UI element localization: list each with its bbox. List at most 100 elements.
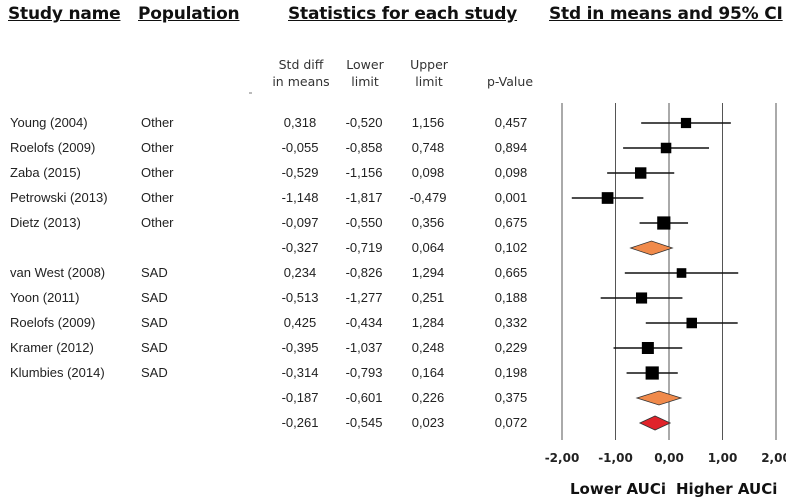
- upper-limit-cell: 1,284: [411, 315, 445, 330]
- upper-limit-cell: 0,251: [411, 290, 445, 305]
- divider-dot: [249, 92, 252, 94]
- p-value-cell: 0,375: [494, 390, 528, 405]
- population-cell: SAD: [141, 315, 168, 330]
- header-ci: Std in means and 95% CI: [549, 4, 783, 24]
- header-population: Population: [138, 4, 240, 24]
- col-upper-line1: Upper: [410, 57, 448, 72]
- estimate-marker: [601, 192, 614, 204]
- p-value-cell: 0,457: [494, 115, 528, 130]
- population-cell: Other: [141, 215, 174, 230]
- estimate-marker: [657, 216, 671, 230]
- upper-limit-cell: 1,294: [411, 265, 445, 280]
- std-diff-cell: -0,055: [281, 140, 319, 155]
- upper-limit-cell: 0,248: [411, 340, 445, 355]
- lower-limit-cell: -0,858: [345, 140, 383, 155]
- p-value-cell: 0,102: [494, 240, 528, 255]
- std-diff-cell: -0,529: [281, 165, 319, 180]
- estimate-marker: [636, 292, 648, 304]
- col-pvalue-line1: p-Value: [486, 74, 534, 89]
- lower-limit-cell: -0,520: [345, 115, 383, 130]
- summary-diamond: [638, 415, 672, 431]
- col-lower-line2: limit: [351, 74, 379, 89]
- std-diff-cell: -0,513: [281, 290, 319, 305]
- p-value-cell: 0,675: [494, 215, 528, 230]
- study-name-cell: Roelofs (2009): [10, 315, 96, 330]
- study-name-cell: Kramer (2012): [10, 340, 94, 355]
- lower-limit-cell: -1,817: [345, 190, 383, 205]
- lower-limit-cell: -0,826: [345, 265, 383, 280]
- col-lower: Lower limit: [339, 56, 391, 90]
- upper-limit-cell: 0,356: [411, 215, 445, 230]
- p-value-cell: 0,001: [494, 190, 528, 205]
- col-std-diff-line2: in means: [272, 74, 330, 89]
- std-diff-cell: 0,318: [283, 115, 317, 130]
- higher-aucI-label: Higher AUCi: [676, 480, 778, 498]
- population-cell: SAD: [141, 365, 168, 380]
- population-cell: Other: [141, 140, 174, 155]
- x-tick-label: 1,00: [708, 451, 738, 465]
- summary-diamond: [635, 390, 683, 406]
- estimate-marker: [680, 117, 692, 129]
- upper-limit-cell: 0,023: [411, 415, 445, 430]
- std-diff-cell: -0,327: [281, 240, 319, 255]
- std-diff-cell: -0,187: [281, 390, 319, 405]
- population-cell: Other: [141, 115, 174, 130]
- study-name-cell: Roelofs (2009): [10, 140, 96, 155]
- estimate-marker: [634, 167, 647, 179]
- header-study-name: Study name: [8, 4, 121, 24]
- std-diff-cell: -0,314: [281, 365, 319, 380]
- lower-limit-cell: -0,719: [345, 240, 383, 255]
- upper-limit-cell: 0,164: [411, 365, 445, 380]
- std-diff-cell: -0,097: [281, 215, 319, 230]
- p-value-cell: 0,198: [494, 365, 528, 380]
- upper-limit-cell: 0,226: [411, 390, 445, 405]
- summary-diamond: [629, 240, 674, 256]
- x-tick-label: -2,00: [545, 451, 580, 465]
- study-name-cell: Dietz (2013): [10, 215, 81, 230]
- lower-limit-cell: -0,601: [345, 390, 383, 405]
- p-value-cell: 0,665: [494, 265, 528, 280]
- x-tick-label: 0,00: [654, 451, 684, 465]
- population-cell: Other: [141, 165, 174, 180]
- population-cell: SAD: [141, 340, 168, 355]
- upper-limit-cell: 0,098: [411, 165, 445, 180]
- lower-limit-cell: -0,545: [345, 415, 383, 430]
- upper-limit-cell: 1,156: [411, 115, 445, 130]
- lower-limit-cell: -0,793: [345, 365, 383, 380]
- population-cell: SAD: [141, 265, 168, 280]
- header-statistics: Statistics for each study: [288, 4, 518, 24]
- upper-limit-cell: -0,479: [409, 190, 447, 205]
- lower-limit-cell: -1,156: [345, 165, 383, 180]
- lower-limit-cell: -1,037: [345, 340, 383, 355]
- upper-limit-cell: 0,748: [411, 140, 445, 155]
- col-std-diff: Std diff in means: [270, 56, 332, 90]
- p-value-cell: 0,894: [494, 140, 528, 155]
- lower-limit-cell: -0,550: [345, 215, 383, 230]
- x-tick-label: 2,00: [761, 451, 786, 465]
- study-name-cell: van West (2008): [10, 265, 106, 280]
- estimate-marker: [676, 268, 687, 278]
- col-lower-line1: Lower: [346, 57, 384, 72]
- p-value-cell: 0,229: [494, 340, 528, 355]
- std-diff-cell: -1,148: [281, 190, 319, 205]
- lower-limit-cell: -1,277: [345, 290, 383, 305]
- std-diff-cell: -0,395: [281, 340, 319, 355]
- std-diff-cell: -0,261: [281, 415, 319, 430]
- population-cell: SAD: [141, 290, 168, 305]
- estimate-marker: [641, 342, 654, 354]
- p-value-cell: 0,098: [494, 165, 528, 180]
- col-upper: Upper limit: [403, 56, 455, 90]
- study-name-cell: Yoon (2011): [10, 290, 80, 305]
- std-diff-cell: 0,425: [283, 315, 317, 330]
- p-value-cell: 0,072: [494, 415, 528, 430]
- upper-limit-cell: 0,064: [411, 240, 445, 255]
- col-upper-line2: limit: [415, 74, 443, 89]
- study-name-cell: Klumbies (2014): [10, 365, 105, 380]
- std-diff-cell: 0,234: [283, 265, 317, 280]
- col-std-diff-line1: Std diff: [278, 57, 324, 72]
- study-name-cell: Young (2004): [10, 115, 88, 130]
- lower-aucI-label: Lower AUCi: [570, 480, 666, 498]
- study-name-cell: Petrowski (2013): [10, 190, 108, 205]
- p-value-cell: 0,188: [494, 290, 528, 305]
- population-cell: Other: [141, 190, 174, 205]
